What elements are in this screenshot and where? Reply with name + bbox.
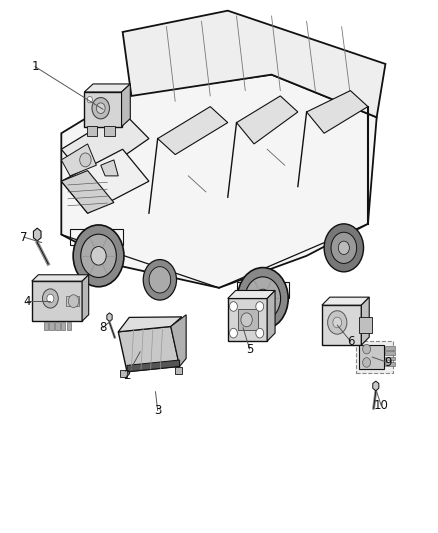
Polygon shape — [121, 84, 131, 126]
Bar — [87, 125, 97, 136]
Polygon shape — [101, 160, 118, 176]
Circle shape — [331, 232, 357, 263]
Polygon shape — [118, 326, 180, 372]
Bar — [104, 125, 115, 136]
Circle shape — [328, 311, 347, 334]
Circle shape — [255, 289, 270, 308]
Polygon shape — [171, 314, 186, 367]
Polygon shape — [228, 298, 267, 341]
Polygon shape — [61, 171, 114, 213]
Bar — [49, 321, 54, 329]
Polygon shape — [118, 317, 182, 332]
Polygon shape — [82, 275, 88, 321]
Polygon shape — [107, 313, 112, 321]
Circle shape — [96, 103, 105, 114]
Circle shape — [149, 266, 171, 293]
Bar — [238, 309, 258, 330]
Circle shape — [256, 302, 264, 311]
Polygon shape — [61, 75, 377, 288]
Polygon shape — [359, 345, 384, 369]
Polygon shape — [158, 107, 228, 155]
Polygon shape — [322, 297, 369, 305]
Text: 4: 4 — [23, 295, 31, 308]
Polygon shape — [61, 149, 149, 213]
Circle shape — [68, 295, 79, 308]
Bar — [175, 367, 182, 374]
Text: 7: 7 — [20, 231, 28, 244]
Text: 3: 3 — [154, 404, 161, 417]
Bar — [385, 351, 395, 355]
Circle shape — [241, 313, 252, 327]
Circle shape — [42, 289, 58, 308]
Circle shape — [47, 294, 54, 303]
Circle shape — [143, 260, 177, 300]
Polygon shape — [237, 96, 298, 144]
Polygon shape — [61, 112, 149, 181]
Circle shape — [230, 302, 237, 311]
Polygon shape — [61, 144, 96, 176]
Circle shape — [245, 277, 281, 320]
Bar — [67, 321, 71, 329]
Circle shape — [87, 96, 92, 103]
Circle shape — [81, 234, 117, 278]
Text: 8: 8 — [99, 321, 106, 334]
Bar — [385, 362, 395, 366]
Polygon shape — [32, 281, 82, 321]
Polygon shape — [322, 305, 361, 345]
Text: 6: 6 — [346, 335, 354, 348]
Circle shape — [92, 98, 110, 119]
Polygon shape — [267, 290, 275, 341]
Polygon shape — [307, 91, 368, 133]
Polygon shape — [123, 11, 385, 117]
Circle shape — [230, 328, 237, 338]
Circle shape — [338, 241, 350, 255]
Text: 1: 1 — [31, 60, 39, 73]
Circle shape — [91, 247, 106, 265]
Bar — [61, 321, 65, 329]
Circle shape — [324, 224, 364, 272]
Circle shape — [80, 153, 91, 167]
Text: 5: 5 — [246, 343, 253, 356]
Bar — [356, 341, 393, 373]
Polygon shape — [373, 381, 379, 391]
Text: 2: 2 — [123, 369, 131, 382]
Polygon shape — [33, 228, 41, 241]
Bar — [66, 296, 79, 306]
Circle shape — [73, 225, 124, 287]
Circle shape — [256, 328, 264, 338]
Text: 9: 9 — [384, 356, 392, 369]
Circle shape — [363, 358, 371, 367]
Bar — [385, 357, 395, 360]
Polygon shape — [361, 297, 369, 345]
Circle shape — [363, 344, 371, 354]
Polygon shape — [228, 290, 275, 298]
Circle shape — [333, 317, 342, 328]
Text: 10: 10 — [374, 399, 389, 411]
Bar — [385, 346, 395, 350]
Bar — [120, 370, 127, 377]
Polygon shape — [84, 92, 121, 126]
Polygon shape — [127, 360, 180, 372]
Bar — [44, 321, 48, 329]
Polygon shape — [32, 275, 88, 281]
Circle shape — [237, 268, 288, 329]
Bar — [359, 317, 372, 333]
Bar — [55, 321, 60, 329]
Polygon shape — [84, 84, 131, 92]
